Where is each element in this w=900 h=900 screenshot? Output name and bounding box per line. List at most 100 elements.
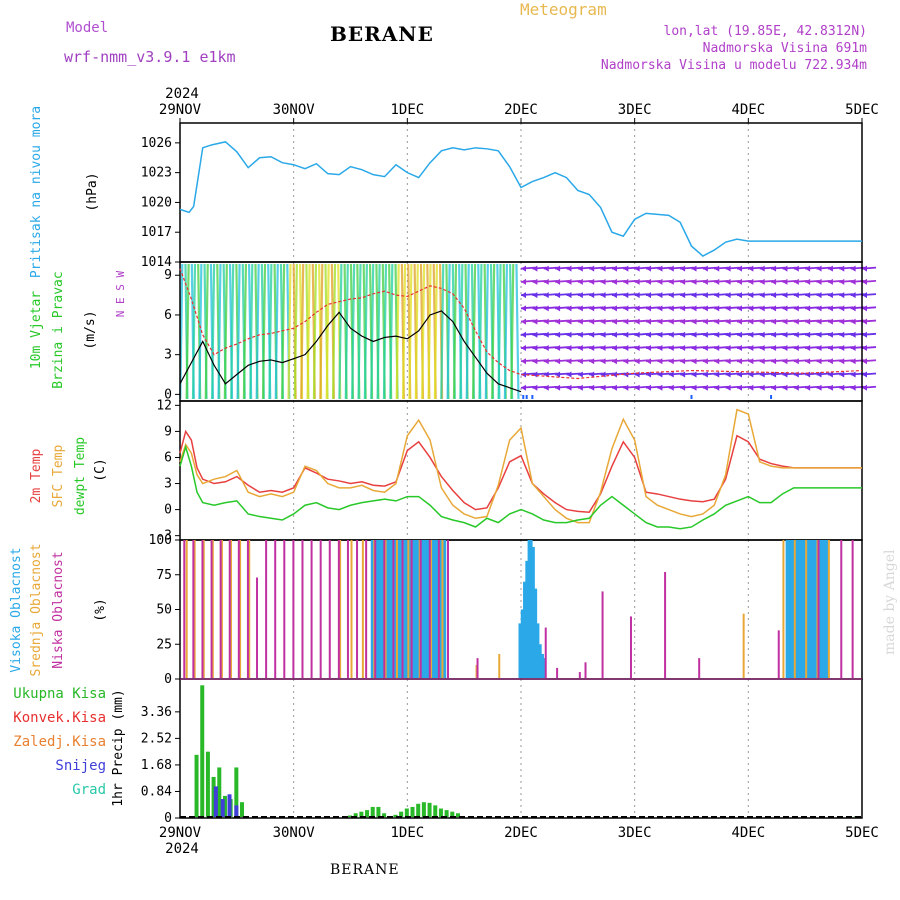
wind-arrow-head	[634, 345, 640, 352]
wind-arrow-head	[577, 292, 583, 299]
wind-arrow-head	[714, 331, 720, 338]
cloud-unit: (%)	[93, 598, 108, 621]
cloud-bar	[374, 540, 377, 678]
precip-bar	[433, 805, 438, 817]
wind-arrow-head	[702, 384, 708, 391]
wind-arrow	[478, 263, 483, 400]
cloud-bar	[601, 591, 604, 678]
cloud-bar	[476, 658, 479, 678]
wind-arrow	[491, 263, 496, 400]
wind-arrow-head	[646, 384, 652, 391]
wind-arrow-head	[589, 384, 595, 391]
wind-arrow-head	[714, 358, 720, 365]
panel-5-frame	[179, 678, 863, 819]
wind-arrow	[389, 263, 394, 400]
wind-arrow-head	[521, 265, 526, 272]
precip-bar	[410, 806, 415, 817]
wind-arrow-head	[566, 318, 572, 325]
wind-arrow-head	[805, 358, 811, 365]
wind-arrow-head	[759, 345, 765, 352]
wind-arrow-head	[634, 278, 640, 285]
precip-bar	[393, 814, 398, 817]
cloud-bar	[365, 540, 368, 678]
cloud-bar	[265, 540, 268, 678]
x-tick-label-top: 30NOV	[273, 102, 316, 118]
wind-arrow	[211, 263, 216, 400]
x-tick-label-bottom: 2DEC	[504, 825, 538, 841]
wind-arrow-head	[543, 278, 549, 285]
wind-arrow-head	[702, 371, 708, 378]
wind-arrow-head	[657, 265, 663, 272]
cloud-bar	[544, 627, 547, 678]
cloud-bar	[805, 540, 808, 678]
wind-arrow-head	[680, 371, 686, 378]
wind-title-2: Brzina i Pravac	[51, 271, 66, 388]
wind-arrow-head	[714, 292, 720, 299]
wind-arrow-head	[691, 331, 697, 338]
precip-unit: 1hr Precip (mm)	[111, 689, 126, 806]
location-coordinates: lon,lat (19.85E, 42.8312N)	[663, 24, 868, 39]
wind-arrow-head	[600, 384, 606, 391]
cloud-bar	[824, 540, 830, 678]
wind-arrow-head	[725, 384, 731, 391]
x-tick-label-top: 29NOV	[159, 102, 202, 118]
wind-arrow-head	[577, 265, 583, 272]
wind-arrow-head	[839, 278, 845, 285]
cloud-bar	[392, 540, 395, 678]
wind-arrow-head	[555, 318, 561, 325]
wind-arrow-head	[611, 292, 617, 299]
wind-arrow-head	[827, 345, 833, 352]
wind-arrow	[363, 263, 368, 400]
panel-1-grid	[293, 123, 749, 262]
cloud-bar	[337, 540, 340, 678]
wind-arrow-head	[577, 331, 583, 338]
temp-series-label: 2m Temp	[29, 448, 44, 503]
wind-arrow-head	[816, 371, 822, 378]
wind-compass-label: N E S W	[114, 270, 127, 317]
wind-arrow-head	[782, 305, 788, 312]
wind-arrow-head	[521, 318, 526, 325]
wind-arrow	[471, 263, 477, 400]
wind-arrow-head	[736, 292, 742, 299]
wind-arrow-head	[736, 345, 742, 352]
precip-bar	[427, 802, 432, 817]
wind-arrow-head	[759, 331, 765, 338]
wind-arrow-head	[725, 358, 731, 365]
wind-arrow	[344, 263, 349, 400]
wind-arrow-head	[566, 278, 572, 285]
wind-arrow-head	[827, 305, 833, 312]
wind-arrow-head	[816, 318, 822, 325]
precip-bar	[205, 751, 210, 817]
cloud-bar	[793, 540, 796, 678]
x-tick-label-bottom: 30NOV	[273, 825, 316, 841]
cloud-bar	[584, 662, 587, 678]
cloud-bar	[428, 540, 431, 678]
wind-arrow	[191, 263, 197, 400]
y-tick-label: 75	[156, 568, 172, 583]
wind-arrow	[223, 263, 228, 400]
precip-bar	[382, 813, 387, 817]
cloud-bar	[237, 540, 240, 678]
wind-arrow-head	[646, 305, 652, 312]
wind-arrow-head	[725, 371, 731, 378]
wind-arrow	[408, 263, 413, 400]
cloud-bar	[437, 540, 440, 678]
wind-arrow-head	[850, 331, 856, 338]
wind-arrow-head	[566, 358, 572, 365]
wind-arrow	[421, 263, 426, 400]
wind-arrow-head	[543, 331, 549, 338]
wind-arrow	[325, 263, 330, 400]
cloud-bar	[274, 540, 277, 678]
wind-arrow-head	[543, 265, 549, 272]
precip-legend-item: Ukupna Kisa	[13, 686, 106, 702]
wind-arrow-head	[668, 358, 674, 365]
cloud-bar	[782, 540, 785, 678]
wind-arrow-head	[748, 292, 754, 299]
wind-arrow-head	[793, 331, 799, 338]
cloud-bar	[401, 540, 404, 678]
wind-arrow-head	[862, 384, 867, 391]
wind-arrow	[452, 263, 458, 400]
cloud-bar	[410, 540, 413, 678]
wind-arrow-head	[714, 384, 720, 391]
wind-arrow-head	[657, 345, 663, 352]
